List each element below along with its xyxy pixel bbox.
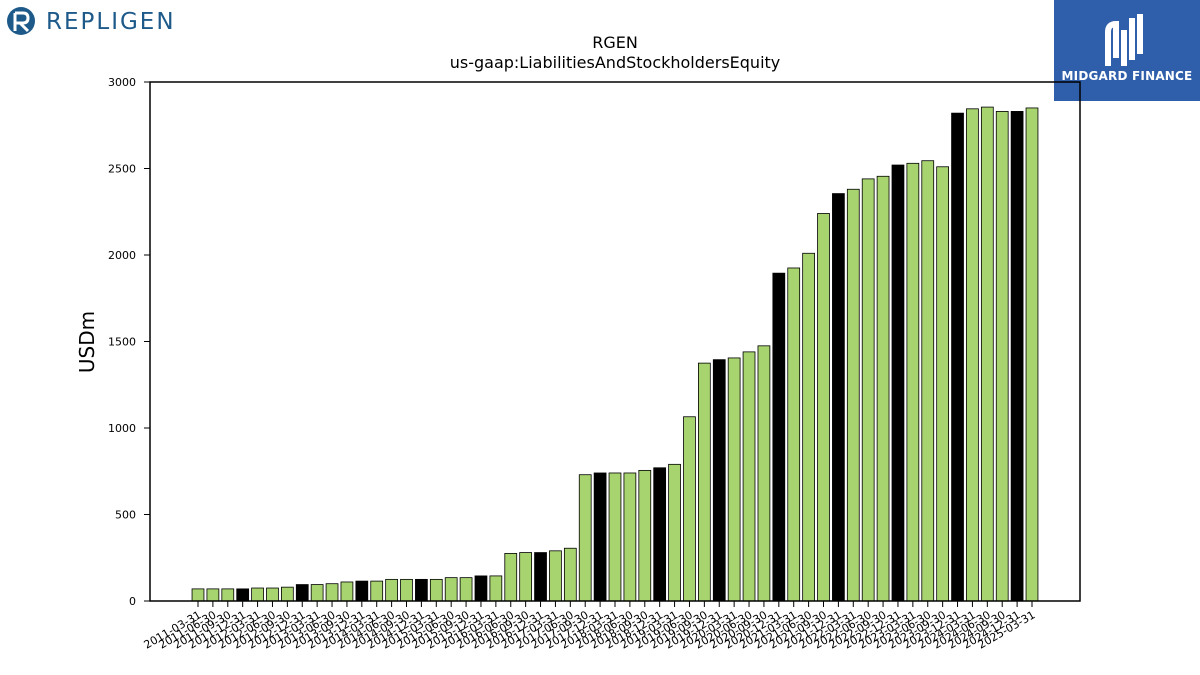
bar-2022-03-31: [846, 188, 860, 602]
bar-2015-03-31: [429, 578, 443, 602]
bar-2020-09-30: [757, 345, 771, 602]
bar-2024-12-31: [1010, 111, 1024, 602]
y-tick-label: 1500: [108, 336, 136, 349]
bar-2013-06-30: [325, 583, 339, 602]
y-axis-ticks: 0 500 1000 1500 2000 2500 3000: [108, 76, 150, 608]
bar-2014-03-31: [370, 580, 384, 602]
bar-2019-06-30: [683, 416, 696, 602]
y-tick-label: 0: [129, 595, 136, 608]
bar-2017-06-30: [563, 547, 577, 602]
bar-2020-12-31: [772, 272, 786, 602]
bar-2023-06-30: [921, 160, 935, 602]
bar-2018-12-31: [653, 467, 667, 602]
bar-2014-12-31: [415, 578, 428, 602]
bar-2022-12-31: [891, 164, 905, 602]
bar-2024-09-30: [995, 111, 1009, 602]
bar-2022-09-30: [876, 175, 890, 602]
chart-title: RGEN: [592, 33, 638, 52]
bar-2016-09-30: [519, 552, 533, 602]
bar-2014-06-30: [385, 578, 398, 602]
midgard-finance-logo-text: MIDGARD FINANCE: [1061, 69, 1193, 83]
x-axis-ticks: 2011-03-312011-06-302011-09-302011-12-31…: [142, 601, 1038, 652]
bar-2021-12-31: [832, 193, 845, 602]
repligen-logo-icon: [7, 7, 35, 35]
bar-2018-03-31: [608, 472, 622, 602]
bar-2020-03-31: [727, 357, 741, 602]
bar-2024-03-31: [966, 108, 979, 602]
bar-2016-03-31: [489, 575, 503, 602]
bar-2018-09-30: [638, 469, 652, 602]
bar-2019-03-31: [668, 463, 681, 602]
repligen-logo: REPLIGEN: [6, 4, 206, 40]
bar-2015-09-30: [459, 577, 473, 602]
bar-2021-06-30: [802, 252, 815, 602]
bar-2020-06-30: [742, 351, 756, 602]
y-tick-label: 1000: [108, 422, 136, 435]
repligen-logo-text: REPLIGEN: [46, 9, 176, 35]
bar-2015-12-31: [474, 575, 488, 602]
y-tick-label: 2000: [108, 249, 136, 262]
bar-2021-09-30: [817, 213, 830, 602]
bar-2016-12-31: [534, 552, 547, 602]
midgard-finance-logo-icon: [1105, 14, 1143, 66]
bar-2023-09-30: [936, 166, 950, 602]
bar-2016-06-30: [504, 553, 518, 602]
bar-2023-12-31: [951, 112, 964, 602]
bar-2019-12-31: [712, 359, 726, 602]
bar-2017-12-31: [593, 472, 607, 602]
bar-series: [191, 106, 1039, 602]
bar-2011-09-30: [221, 588, 235, 602]
y-axis-label: USDm: [75, 311, 99, 373]
bar-2011-12-31: [236, 588, 250, 602]
midgard-finance-logo: MIDGARD FINANCE: [1054, 0, 1200, 101]
bar-2014-09-30: [400, 578, 413, 602]
bar-2011-03-31: [191, 588, 205, 602]
bar-2011-06-30: [206, 588, 220, 602]
bar-2012-03-31: [251, 587, 264, 602]
plot-frame: [149, 81, 1081, 602]
bar-2013-03-31: [310, 584, 324, 602]
bar-2012-12-31: [295, 584, 309, 602]
bar-2022-06-30: [861, 178, 875, 602]
bar-2017-03-31: [549, 550, 562, 602]
bar-2013-12-31: [355, 580, 369, 602]
bar-2018-06-30: [623, 472, 637, 602]
bar-2025-03-31: [1025, 107, 1039, 602]
bar-2019-09-30: [698, 362, 711, 602]
chart-subtitle: us-gaap:LiabilitiesAndStockholdersEquity: [450, 53, 781, 72]
y-tick-label: 3000: [108, 76, 136, 89]
bar-2015-06-30: [444, 577, 458, 602]
y-tick-label: 2500: [108, 163, 136, 176]
bar-2012-06-30: [266, 587, 279, 602]
bar-2024-06-30: [980, 106, 994, 602]
bar-2017-09-30: [578, 474, 592, 602]
bar-2012-09-30: [280, 586, 294, 602]
y-tick-label: 500: [115, 509, 136, 522]
bar-2013-09-30: [340, 581, 354, 602]
bar-2023-03-31: [906, 162, 920, 602]
bar-2021-03-31: [787, 267, 801, 602]
